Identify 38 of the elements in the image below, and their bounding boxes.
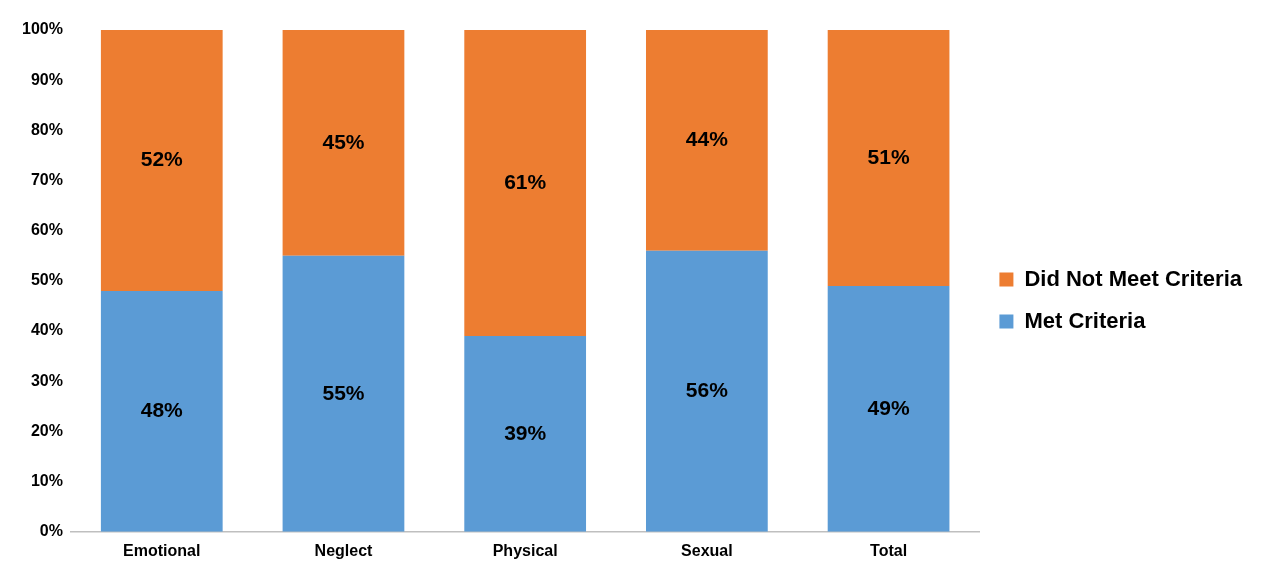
y-tick-label: 80%	[30, 120, 63, 138]
y-tick-label: 100%	[22, 20, 63, 38]
bar	[646, 30, 768, 251]
bar	[100, 290, 223, 532]
data-label: 48%	[140, 398, 184, 422]
y-tick-label: 50%	[30, 271, 63, 289]
data-label: 39%	[504, 420, 547, 444]
x-tick-label: Neglect	[314, 541, 374, 559]
data-label: 55%	[322, 380, 365, 404]
bar	[100, 30, 223, 291]
y-tick-label: 70%	[30, 170, 63, 188]
y-tick-label: 0%	[39, 522, 63, 540]
data-label: 45%	[322, 129, 365, 153]
legend-label: Did Not Meet Criteria	[1024, 265, 1243, 291]
bar	[646, 250, 768, 532]
data-label: 44%	[685, 127, 729, 151]
y-tick-label: 10%	[30, 472, 63, 490]
x-tick-label: Physical	[492, 541, 558, 559]
y-tick-label: 90%	[30, 70, 63, 88]
x-tick-label: Sexual	[681, 541, 733, 559]
bar	[282, 30, 405, 256]
bar	[282, 255, 405, 532]
bar	[464, 30, 587, 337]
x-tick-label: Total	[870, 541, 908, 559]
data-label: 52%	[140, 147, 184, 171]
bar	[464, 336, 587, 532]
x-tick-label: Emotional	[123, 541, 201, 559]
y-tick-label: 20%	[30, 421, 63, 439]
bar	[827, 285, 950, 532]
data-label: 51%	[867, 144, 910, 168]
y-tick-label: 60%	[30, 221, 63, 239]
legend-label: Met Criteria	[1024, 307, 1147, 333]
y-tick-label: 40%	[30, 321, 63, 339]
bar	[827, 30, 950, 286]
y-tick-label: 30%	[30, 371, 63, 389]
data-label: 56%	[685, 378, 729, 402]
data-label: 49%	[867, 395, 910, 419]
data-label: 61%	[504, 169, 547, 193]
